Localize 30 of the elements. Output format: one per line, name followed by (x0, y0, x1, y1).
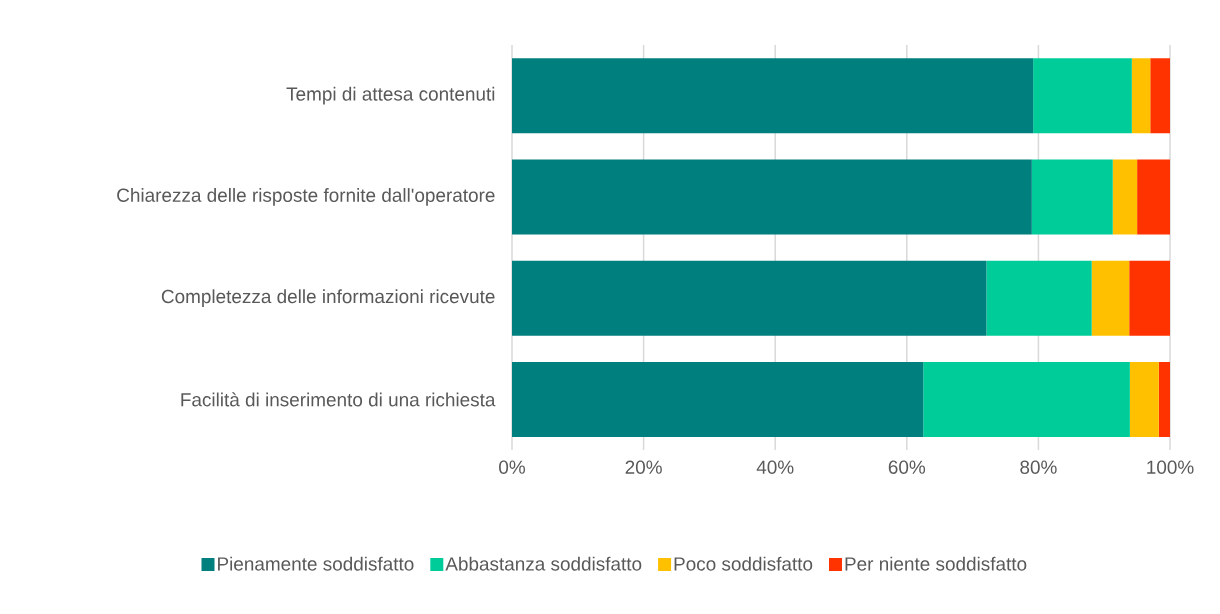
bar (1129, 361, 1159, 437)
bar (512, 260, 987, 336)
legend-label: Pienamente soddisfatto (218, 556, 414, 571)
x-tick-label: 100% (1147, 460, 1194, 474)
legend-label: Poco soddisfatto (674, 556, 813, 571)
bar (923, 361, 1130, 437)
bar (1091, 260, 1130, 336)
bar (1129, 260, 1171, 336)
y-tick-label: Tempi di attesa contenuti (286, 86, 495, 105)
legend-label: Abbastanza soddisfatto (445, 556, 642, 571)
bar (1137, 159, 1171, 235)
bar (1131, 58, 1151, 134)
x-tick-label: 20% (625, 460, 662, 474)
bar (1112, 159, 1138, 235)
x-tick-label: 40% (756, 460, 794, 474)
x-tick-label: 60% (888, 460, 926, 474)
bar (512, 361, 924, 437)
bar (1158, 361, 1171, 437)
x-tick-label: 0% (499, 460, 525, 474)
y-tick-label: Completezza delle informazioni ricevute (161, 289, 495, 307)
legend-label: Per niente soddisfatto (845, 556, 1027, 571)
bar (986, 260, 1092, 336)
bar (512, 159, 1032, 235)
bar (1031, 159, 1113, 235)
x-tick-label: 80% (1020, 460, 1057, 474)
bar (1150, 58, 1171, 134)
y-tick-label: Chiarezza delle risposte fornite dall'operatore (117, 188, 495, 206)
bar (512, 58, 1034, 134)
y-tick-label: Facilità di inserimento di una richiesta (181, 392, 496, 407)
bar (1033, 58, 1132, 134)
